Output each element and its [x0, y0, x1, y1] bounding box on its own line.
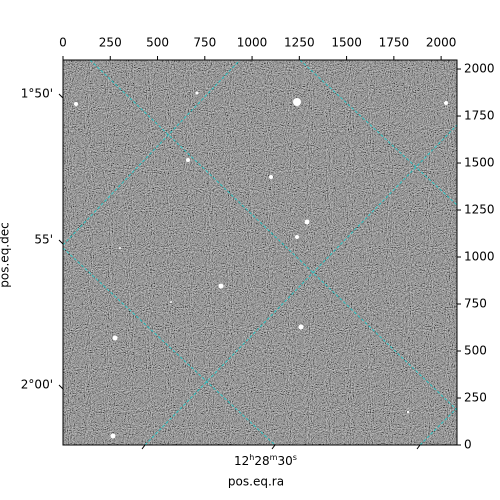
x-tick-label: 500	[146, 36, 169, 50]
image-noise	[63, 60, 457, 445]
y-tick-label: 2000	[464, 62, 495, 76]
x-axis-label: pos.eq.ra	[228, 475, 284, 489]
x-tick-label: 0	[59, 36, 67, 50]
coordinate-grid	[62, 59, 458, 446]
image	[63, 60, 457, 445]
stars	[74, 91, 448, 439]
y-tick-label: 1750	[464, 109, 495, 123]
x-tick-label: 1250	[284, 36, 315, 50]
ra-tick	[271, 444, 276, 450]
plot-frame	[62, 59, 458, 446]
ra-tick-label: 12h28m30s	[234, 453, 297, 468]
ra-tick-label-text: 12h28m30s	[234, 453, 297, 468]
dec-tick	[58, 93, 64, 99]
dec-tick-label: 1°50'	[21, 87, 53, 101]
x-tick-label: 250	[99, 36, 122, 50]
ra-number: 28	[254, 454, 269, 468]
dec-tick	[58, 239, 64, 245]
x-tick-label: 750	[193, 36, 216, 50]
y-tick-label: 750	[464, 297, 487, 311]
y-tick-label: 1500	[464, 156, 495, 170]
x-tick-label: 1750	[379, 36, 410, 50]
x-tick-label: 1500	[331, 36, 362, 50]
y-tick-label: 250	[464, 391, 487, 405]
y-tick-label: 1000	[464, 250, 495, 264]
x-tick-label: 2000	[426, 36, 457, 50]
y-tick-label: 500	[464, 344, 487, 358]
x-tick-label: 1000	[237, 36, 268, 50]
y-tick-label: 0	[464, 438, 472, 452]
dec-tick-label: 2°00'	[21, 378, 53, 392]
ra-tick	[416, 444, 421, 450]
dec-tick-label: 55'	[34, 233, 53, 247]
ra-unit: s	[293, 453, 297, 462]
ra-number: 12	[234, 454, 249, 468]
ra-unit: h	[249, 453, 254, 462]
y-tick-label: 1250	[464, 203, 495, 217]
y-axis-label: pos.eq.dec	[0, 222, 12, 287]
ra-unit: m	[270, 453, 278, 462]
dec-tick	[58, 384, 64, 390]
ra-number: 30	[277, 454, 292, 468]
ra-tick	[141, 444, 146, 450]
